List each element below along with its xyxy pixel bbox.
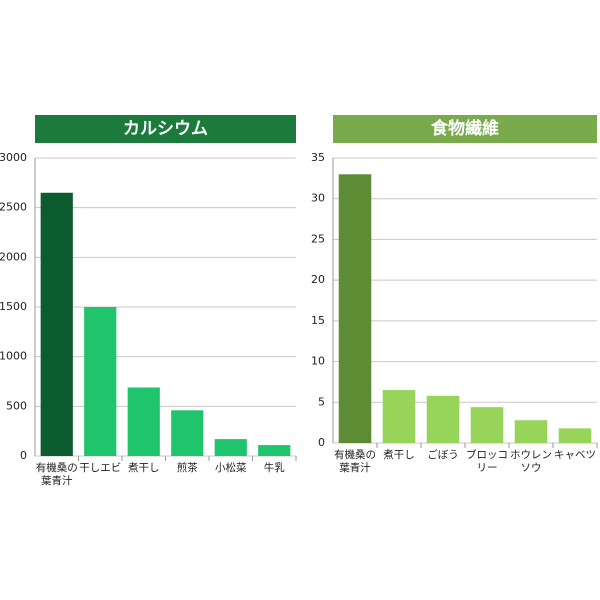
x-tick-label: 煮干し (383, 449, 415, 461)
bar (382, 390, 416, 443)
y-tick-label: 0 (318, 436, 325, 449)
bar (426, 395, 460, 443)
bar (171, 410, 204, 456)
y-tick-label: 30 (311, 192, 325, 205)
bar (338, 174, 372, 444)
x-tick-label: ホウレンソウ (510, 449, 552, 474)
x-tick-label: キャベツ (554, 449, 596, 461)
x-tick-label: ブロッコリー (466, 449, 508, 474)
x-tick-label: ごぼう (427, 449, 459, 461)
chart-title: カルシウム (35, 115, 296, 143)
y-tick-label: 2000 (0, 250, 27, 263)
y-tick-label: 0 (20, 449, 27, 462)
chart-title: 食物繊維 (333, 115, 597, 143)
y-tick-label: 10 (311, 355, 325, 368)
bar (258, 445, 291, 456)
x-tick-label: 干しエビ (79, 462, 122, 474)
x-tick-label: 有機桑の葉青汁 (334, 449, 376, 474)
x-tick-label: 牛乳 (263, 462, 285, 474)
y-tick-label: 25 (311, 232, 325, 245)
bar (84, 307, 117, 456)
y-tick-label: 15 (311, 314, 325, 327)
bar (127, 387, 160, 456)
y-tick-label: 2500 (0, 201, 27, 214)
y-tick-label: 20 (311, 273, 325, 286)
x-tick-label: 煎茶 (176, 462, 198, 474)
y-tick-label: 35 (311, 151, 325, 164)
bar (558, 428, 592, 443)
y-tick-label: 1000 (0, 350, 27, 363)
bar (470, 407, 504, 443)
x-tick-label: 煮干し (128, 462, 160, 474)
y-tick-label: 1500 (0, 300, 27, 313)
bar (214, 439, 247, 456)
bar (40, 192, 73, 456)
y-tick-label: 5 (318, 395, 325, 408)
x-tick-label: 有機桑の葉青汁 (35, 462, 78, 487)
y-tick-label: 3000 (0, 151, 27, 164)
x-tick-label: 小松菜 (215, 462, 247, 474)
bar (514, 420, 548, 443)
y-tick-label: 500 (6, 399, 27, 412)
